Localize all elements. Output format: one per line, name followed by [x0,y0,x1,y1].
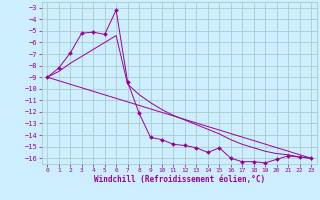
X-axis label: Windchill (Refroidissement éolien,°C): Windchill (Refroidissement éolien,°C) [94,175,265,184]
